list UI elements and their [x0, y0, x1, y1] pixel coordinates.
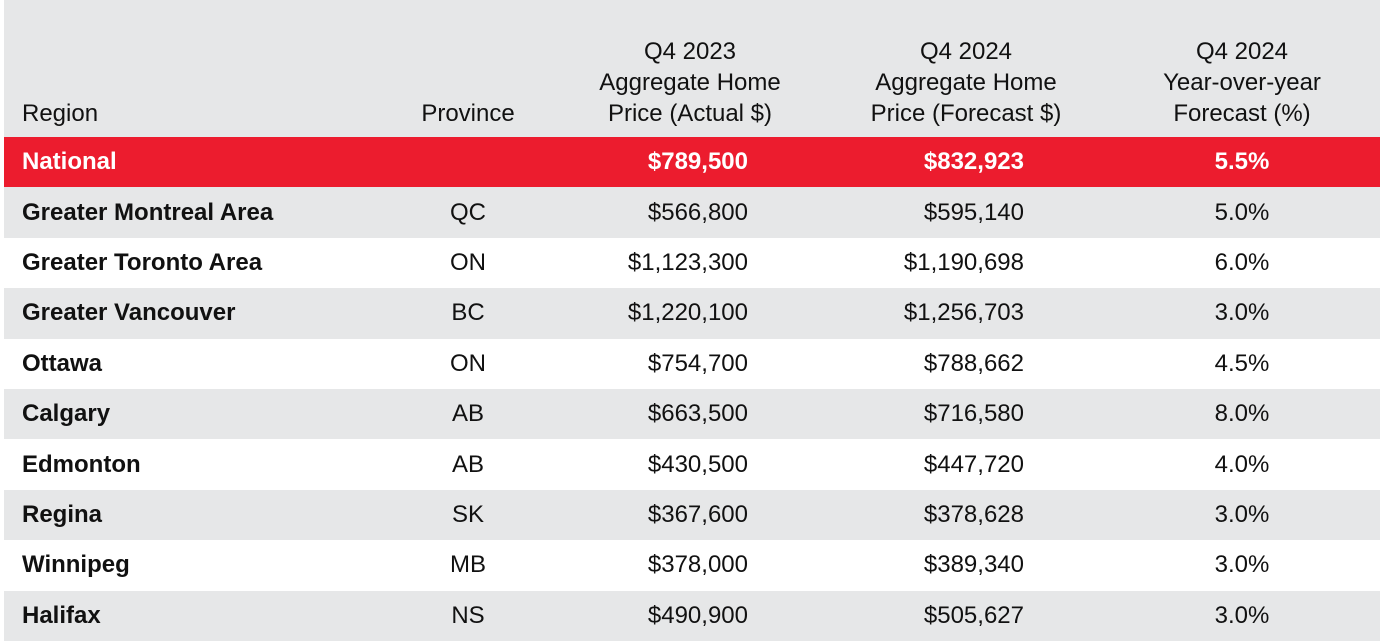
cell-region: Greater Toronto Area	[22, 248, 263, 276]
cell-q4-2023: $754,700	[647, 349, 748, 377]
cell-q4-2023: $367,600	[647, 500, 748, 528]
home-price-table: Region Province Q4 2023 Aggregate Home P…	[4, 0, 1380, 641]
header-line: Price (Forecast $)	[870, 100, 1062, 127]
cell-q4-2024: $447,720	[923, 450, 1024, 478]
header-line: Q4 2024	[919, 38, 1013, 65]
header-q4-2023: Q4 2023 Aggregate Home Price (Actual $)	[560, 36, 820, 129]
cell-region: Edmonton	[22, 450, 141, 478]
cell-region: Ottawa	[22, 349, 103, 377]
cell-region: Halifax	[22, 601, 101, 629]
cell-q4-2023: $430,500	[647, 450, 748, 478]
cell-region: Greater Vancouver	[22, 299, 236, 327]
cell-province: NS	[451, 601, 485, 629]
table-row: Regina SK $367,600 $378,628 3.0%	[4, 489, 1380, 541]
header-region: Region	[22, 100, 99, 127]
cell-q4-2024: $505,627	[923, 601, 1024, 629]
header-line: Year-over-year	[1163, 69, 1321, 96]
cell-q4-2024: $716,580	[923, 400, 1024, 428]
header-province: Province	[421, 100, 515, 127]
cell-region: National	[22, 148, 117, 176]
header-q4-2024: Q4 2024 Aggregate Home Price (Forecast $…	[836, 36, 1096, 129]
cell-yoy: 3.0%	[1214, 299, 1270, 327]
cell-q4-2024: $378,628	[923, 500, 1024, 528]
cell-yoy: 5.5%	[1214, 148, 1270, 176]
cell-yoy: 3.0%	[1214, 500, 1270, 528]
national-row: National $789,500 $832,923 5.5%	[4, 137, 1380, 188]
cell-region: Winnipeg	[22, 551, 130, 579]
cell-q4-2024: $389,340	[923, 551, 1024, 579]
header-line: Q4 2023	[643, 38, 737, 65]
cell-yoy: 3.0%	[1214, 551, 1270, 579]
table-row: Halifax NS $490,900 $505,627 3.0%	[4, 590, 1380, 641]
cell-q4-2023: $1,220,100	[627, 299, 748, 327]
cell-province: SK	[451, 500, 484, 528]
table-row: Greater Toronto Area ON $1,123,300 $1,190,6…	[4, 237, 1380, 289]
cell-q4-2024: $1,256,703	[903, 299, 1024, 327]
cell-yoy: 4.5%	[1214, 349, 1270, 377]
cell-q4-2024: $1,190,698	[903, 248, 1024, 276]
cell-province	[408, 137, 528, 187]
table-row: Edmonton AB $430,500 $447,720 4.0%	[4, 439, 1380, 490]
table-row: Winnipeg MB $378,000 $389,340 3.0%	[4, 540, 1380, 591]
header-line: Q4 2024	[1195, 38, 1289, 65]
cell-province: AB	[451, 450, 484, 478]
cell-yoy: 8.0%	[1214, 400, 1270, 428]
cell-region: Calgary	[22, 400, 111, 428]
cell-province: ON	[450, 349, 486, 377]
table-body: National $789,500 $832,923 5.5% Greater Mont…	[4, 137, 1380, 641]
cell-yoy: 3.0%	[1214, 601, 1270, 629]
table-header: Region Province Q4 2023 Aggregate Home P…	[4, 0, 1380, 137]
cell-province: AB	[451, 400, 484, 428]
header-yoy: Q4 2024 Year-over-year Forecast (%)	[1112, 36, 1372, 129]
cell-q4-2023: $490,900	[647, 601, 748, 629]
cell-q4-2023: $789,500	[647, 148, 748, 176]
table-row: Greater Montreal Area QC $566,800 $595,140 5…	[4, 187, 1380, 238]
cell-q4-2023: $378,000	[647, 551, 748, 579]
header-line: Price (Actual $)	[607, 100, 773, 127]
cell-province: QC	[450, 198, 486, 226]
cell-q4-2024: $595,140	[923, 198, 1024, 226]
cell-yoy: 4.0%	[1214, 450, 1270, 478]
table-row: Calgary AB $663,500 $716,580 8.0%	[4, 388, 1380, 440]
cell-q4-2023: $1,123,300	[627, 248, 748, 276]
cell-province: MB	[450, 551, 486, 579]
cell-q4-2023: $566,800	[647, 198, 748, 226]
header-line: Forecast (%)	[1173, 100, 1311, 127]
cell-q4-2024: $788,662	[923, 349, 1024, 377]
header-line: Aggregate Home	[875, 69, 1057, 96]
cell-q4-2023: $663,500	[647, 400, 748, 428]
cell-province: ON	[450, 248, 486, 276]
cell-q4-2024: $832,923	[923, 148, 1024, 176]
table-row: Greater Vancouver BC $1,220,100 $1,256,703 3…	[4, 288, 1380, 339]
cell-yoy: 6.0%	[1214, 248, 1270, 276]
header-line: Aggregate Home	[599, 69, 781, 96]
cell-region: Greater Montreal Area	[22, 198, 274, 226]
cell-yoy: 5.0%	[1214, 198, 1270, 226]
table-row: Ottawa ON $754,700 $788,662 4.5%	[4, 338, 1380, 389]
cell-region: Regina	[22, 500, 103, 528]
cell-province: BC	[451, 299, 485, 327]
